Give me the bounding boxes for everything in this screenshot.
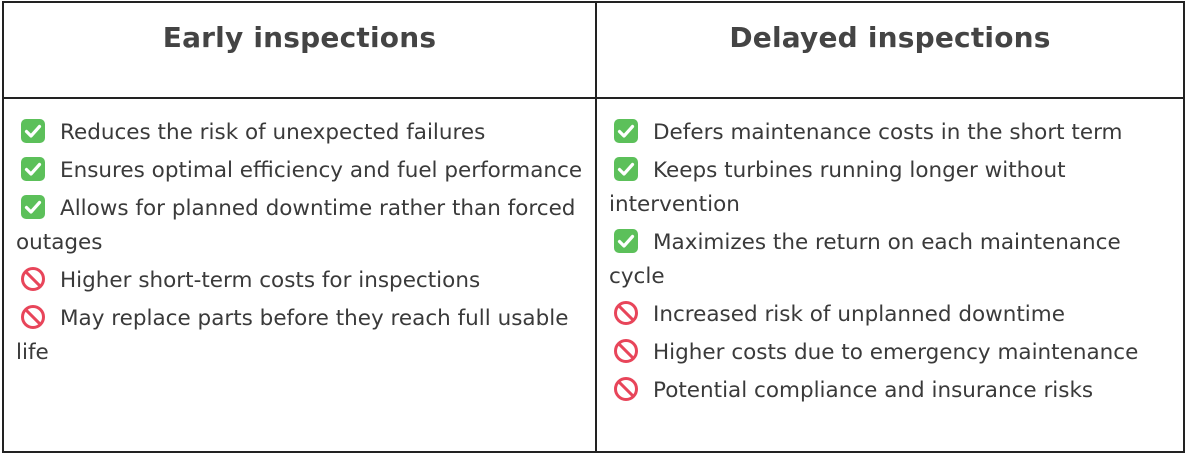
- list-item: Increased risk of unplanned downtime: [609, 298, 1173, 332]
- check-mark-icon: [16, 119, 60, 145]
- check-mark-icon: [609, 229, 653, 255]
- list-item-text: Defers maintenance costs in the short te…: [653, 120, 1123, 145]
- early-inspections-title: Early inspections: [162, 21, 437, 54]
- prohibited-icon: [609, 377, 653, 403]
- prohibited-icon: [16, 267, 60, 293]
- list-item: Higher short-term costs for inspections: [16, 264, 585, 298]
- list-item: Potential compliance and insurance risks: [609, 374, 1173, 408]
- list-item: Higher costs due to emergency maintenanc…: [609, 336, 1173, 370]
- check-mark-icon: [16, 157, 60, 183]
- list-item: Ensures optimal efficiency and fuel perf…: [16, 154, 585, 188]
- prohibited-icon: [16, 305, 60, 331]
- list-item-text: Allows for planned downtime rather than …: [16, 196, 576, 255]
- delayed-inspections-list: Defers maintenance costs in the short te…: [609, 116, 1173, 412]
- list-item-text: Higher costs due to emergency maintenanc…: [653, 340, 1139, 365]
- list-item: Reduces the risk of unexpected failures: [16, 116, 585, 150]
- early-inspections-column: Early inspections Reduces the risk of un…: [4, 3, 597, 451]
- check-mark-icon: [609, 157, 653, 183]
- list-item-text: May replace parts before they reach full…: [16, 306, 569, 365]
- list-item: Keeps turbines running longer without in…: [609, 154, 1173, 222]
- early-inspections-list: Reduces the risk of unexpected failures E…: [16, 116, 585, 374]
- list-item-text: Keeps turbines running longer without in…: [609, 158, 1066, 217]
- list-item: May replace parts before they reach full…: [16, 302, 585, 370]
- early-inspections-header: Early inspections: [4, 3, 595, 99]
- list-item: Allows for planned downtime rather than …: [16, 192, 585, 260]
- list-item-text: Potential compliance and insurance risks: [653, 378, 1094, 403]
- list-item-text: Higher short-term costs for inspections: [60, 268, 481, 293]
- prohibited-icon: [609, 301, 653, 327]
- list-item-text: Ensures optimal efficiency and fuel perf…: [60, 158, 583, 183]
- prohibited-icon: [609, 339, 653, 365]
- list-item-text: Maximizes the return on each maintenance…: [609, 230, 1121, 289]
- list-item: Defers maintenance costs in the short te…: [609, 116, 1173, 150]
- check-mark-icon: [16, 195, 60, 221]
- list-item-text: Reduces the risk of unexpected failures: [60, 120, 486, 145]
- list-item-text: Increased risk of unplanned downtime: [653, 302, 1065, 327]
- delayed-inspections-header: Delayed inspections: [597, 3, 1183, 99]
- delayed-inspections-title: Delayed inspections: [729, 21, 1051, 54]
- list-item: Maximizes the return on each maintenance…: [609, 226, 1173, 294]
- check-mark-icon: [609, 119, 653, 145]
- delayed-inspections-column: Delayed inspections Defers maintenance c…: [597, 3, 1183, 451]
